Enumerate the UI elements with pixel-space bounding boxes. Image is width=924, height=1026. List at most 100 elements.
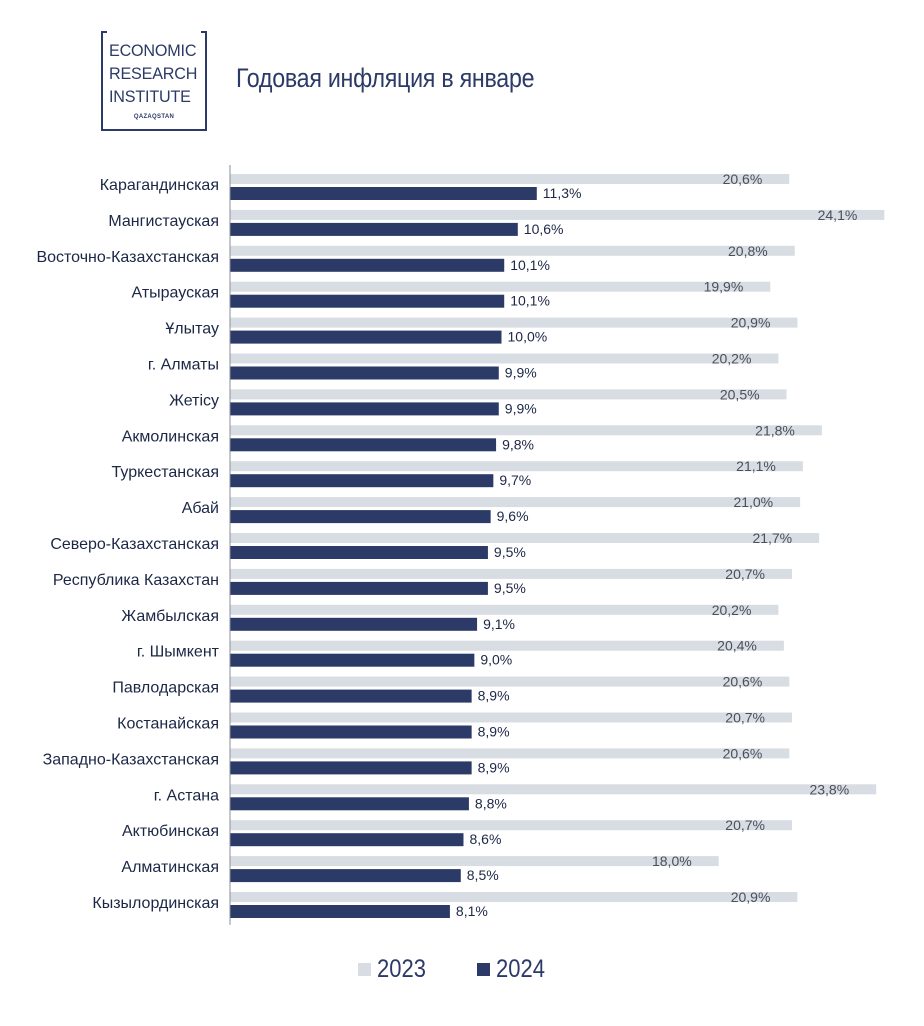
bar-2023 [230,640,784,651]
bar-2024 [230,833,464,847]
data-label-2024: 9,8% [502,436,534,452]
bar-2024 [230,294,505,308]
bar-2024 [230,222,518,236]
bar-2024 [230,581,488,595]
bar-2023 [230,533,820,543]
data-label-2023: 20,7% [725,566,765,582]
data-label-2023: 20,2% [712,351,752,367]
bar-2024 [230,474,494,488]
data-label-2024: 8,9% [478,759,510,775]
category-label: Павлодарская [112,680,219,697]
bar-2024 [230,725,472,739]
category-label: Акмолинская [122,428,219,445]
data-label-2024: 11,3% [543,185,582,201]
bar-2024 [230,797,469,811]
data-label-2023: 21,0% [733,494,773,510]
bar-2024 [230,546,488,559]
bar-2023 [230,425,822,436]
bar-2024 [230,689,472,703]
category-label: Жетісу [169,392,219,409]
data-label-2024: 8,6% [469,831,501,847]
category-label: Алматинская [121,859,219,876]
bar-2024 [230,510,491,524]
category-label: г. Шымкент [137,644,220,661]
bar-2024 [230,330,502,344]
data-label-2023: 20,2% [712,602,752,618]
data-label-2024: 8,9% [478,724,510,740]
category-label: Абай [182,500,219,517]
data-label-2023: 20,5% [720,386,760,402]
data-label-2023: 21,8% [755,422,795,438]
data-label-2024: 9,0% [480,652,512,668]
data-label-2023: 20,6% [723,171,763,187]
category-label: Республика Казахстан [53,572,219,589]
bar-2023 [230,604,779,615]
category-label: Кызылординская [92,895,219,912]
bar-2024 [230,187,537,200]
category-label: г. Алматы [148,357,219,374]
category-label: Актюбинская [122,823,219,840]
eri-logo: ECONOMIC RESEARCH INSTITUTE QAZAQSTAN [101,31,207,131]
data-label-2023: 20,7% [725,710,765,726]
data-label-2023: 20,4% [717,638,757,654]
data-label-2024: 9,5% [494,580,526,596]
legend-item-2024: 2024 [476,955,552,984]
bar-2024 [230,905,450,918]
logo-subtitle: QAZAQSTAN [133,114,175,120]
bar-2023 [230,748,790,759]
bar-2023 [230,568,793,579]
logo-line-3: INSTITUTE [109,87,191,106]
bar-2024 [230,366,499,380]
data-label-2024: 9,6% [497,508,529,524]
category-label: Костанайская [117,716,219,733]
logo-line-1: ECONOMIC [109,41,197,60]
legend-label-2023: 2023 [377,955,426,983]
category-label: Туркестанская [112,464,219,481]
data-label-2023: 21,1% [736,458,776,474]
data-label-2024: 9,5% [494,544,526,560]
bar-2024 [230,761,472,775]
bar-2023 [230,281,771,292]
category-label: Северо-Казахстанская [50,536,219,553]
logo-line-2: RESEARCH [109,64,198,83]
data-label-2024: 10,0% [508,329,548,345]
data-label-2023: 20,9% [731,315,771,331]
bar-2024 [230,402,499,416]
bar-2023 [230,461,803,472]
data-label-2024: 10,1% [510,257,550,273]
data-label-2024: 8,8% [475,795,507,811]
bar-2023 [230,317,798,328]
data-label-2024: 10,1% [510,293,550,309]
data-label-2024: 8,9% [478,688,510,704]
data-label-2023: 24,1% [818,207,858,223]
bar-2023 [230,353,779,364]
data-label-2023: 21,7% [752,530,792,546]
data-label-2024: 10,6% [524,221,564,237]
category-label: Западно-Казахстанская [43,751,219,768]
bar-2023 [230,209,885,220]
data-label-2024: 9,7% [499,472,531,488]
bar-2024 [230,617,478,631]
category-label: Восточно-Казахстанская [36,249,219,266]
category-label: Жамбылская [121,608,219,625]
data-label-2024: 9,1% [483,616,515,632]
category-label: Мангистауская [108,213,219,230]
data-label-2023: 20,9% [731,889,771,905]
data-label-2023: 20,7% [725,817,765,833]
bar-2023 [230,784,877,795]
bar-2024 [230,653,475,667]
category-label: г. Астана [154,787,219,804]
legend-swatch-2024 [476,963,490,976]
category-label: Атырауская [132,285,220,302]
data-label-2023: 23,8% [809,781,849,797]
data-label-2024: 8,1% [456,903,488,919]
data-label-2023: 18,0% [652,853,692,869]
data-label-2023: 20,6% [723,674,763,690]
legend-swatch-2023 [358,963,371,976]
chart-title: Годовая инфляция в январе [236,63,535,93]
bar-2024 [230,869,461,883]
data-label-2023: 19,9% [704,279,744,295]
bar-2024 [230,438,497,452]
legend-label-2024: 2024 [495,955,545,983]
